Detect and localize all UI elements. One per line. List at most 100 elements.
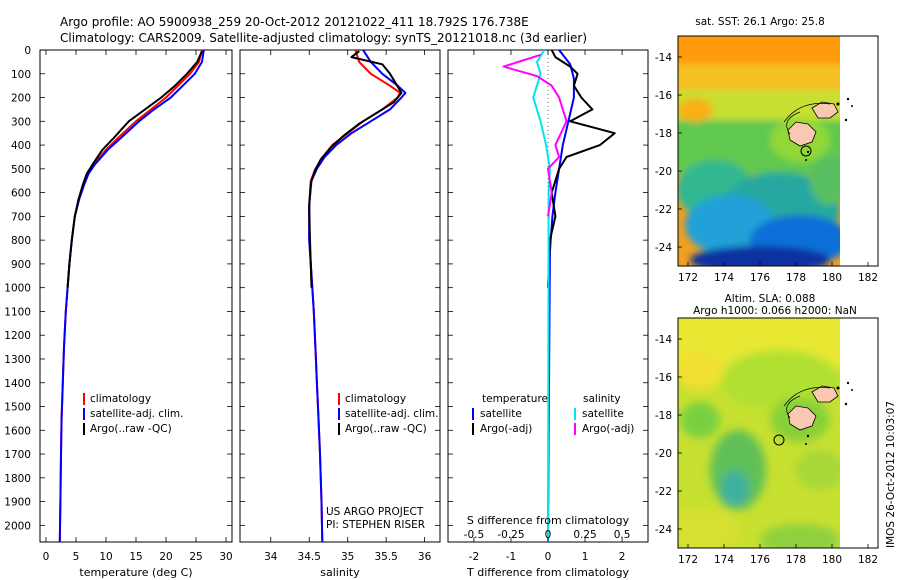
map-y-tick-label: -24	[655, 242, 672, 254]
credit-line-1: US ARGO PROJECT	[326, 506, 424, 518]
sst-map-title: sat. SST: 26.1 Argo: 25.8	[695, 16, 825, 28]
map-x-tick-label: 172	[678, 554, 698, 566]
s-tick-label: 0	[545, 529, 552, 541]
x-tick-label: -1	[506, 551, 516, 563]
legend-satellite: satellite-adj. clim.	[345, 408, 438, 420]
map-y-tick-label: -18	[655, 410, 672, 422]
s-tick-label: 0.5	[614, 529, 631, 541]
difference-legend: temperature salinity satellite Argo(-adj…	[472, 393, 634, 435]
x-tick-label: 0	[43, 551, 50, 563]
y-tick-label: 1800	[4, 473, 31, 485]
series-line-t-satellite	[547, 50, 575, 542]
fiji-islands	[783, 381, 853, 445]
series-line-s-satellite	[532, 50, 551, 542]
map-x-tick-label: 182	[858, 272, 878, 284]
s-tick-label: -0.5	[464, 529, 485, 541]
y-tick-label: 700	[11, 211, 31, 223]
legend-salinity-heading: salinity	[583, 393, 621, 405]
depth-axis: 0 100 200 300 400 500 600 700 800 900 1000 1100 1200…	[4, 45, 648, 532]
legend-argo: Argo(..raw -QC)	[345, 423, 427, 435]
difference-top-label: S difference from climatology	[467, 514, 630, 527]
map-y-tick-label: -16	[655, 90, 672, 102]
fiji-islands	[783, 97, 853, 161]
map-x-tick-label: 176	[750, 554, 770, 566]
y-tick-label: 200	[11, 93, 31, 105]
map-y-tick-label: -22	[655, 486, 672, 498]
series-line-climatology	[58, 50, 203, 542]
map-x-tick-label: 174	[714, 554, 734, 566]
series-line-argo-raw-qc-	[66, 50, 203, 288]
legend-s-argo: Argo(-adj)	[582, 423, 634, 435]
temperature-legend: climatology satellite-adj. clim. Argo(..…	[83, 393, 183, 435]
map-x-tick-label: 180	[822, 272, 842, 284]
x-tick-label: 35.5	[374, 551, 397, 563]
y-tick-label: 1400	[4, 378, 31, 390]
imos-timestamp: IMOS 26-Oct-2012 10:03:07	[885, 401, 897, 548]
argo-position-marker	[773, 434, 785, 446]
x-tick-label: 15	[129, 551, 142, 563]
map-y-tick-label: -20	[655, 448, 672, 460]
series-line-s-argo-adj-	[502, 53, 568, 217]
temperature-xlabel: temperature (deg C)	[79, 566, 192, 579]
map-y-tick-label: -18	[655, 128, 672, 140]
y-tick-label: 500	[11, 164, 31, 176]
map-y-tick-label: -16	[655, 372, 672, 384]
sst-map-axes: 172 174 176 178 180 182 -14 -16 -18 -20 -22 -24	[655, 52, 878, 284]
map-y-tick-label: -14	[655, 334, 672, 346]
map-y-tick-label: -14	[655, 52, 672, 64]
y-tick-label: 800	[11, 235, 31, 247]
y-tick-label: 1500	[4, 402, 31, 414]
y-tick-label: 900	[11, 259, 31, 271]
y-tick-label: 2000	[4, 520, 31, 532]
y-tick-label: 1700	[4, 449, 31, 461]
title-line-2: Climatology: CARS2009. Satellite-adjuste…	[60, 31, 587, 45]
map-x-tick-label: 180	[822, 554, 842, 566]
map-x-tick-label: 176	[750, 272, 770, 284]
y-tick-label: 300	[11, 116, 31, 128]
y-tick-label: 1600	[4, 425, 31, 437]
y-tick-label: 600	[11, 188, 31, 200]
sla-map-axes: 172 174 176 178 180 182 -14 -16 -18 -20 -22 -24	[655, 334, 878, 566]
y-tick-label: 1000	[4, 283, 31, 295]
salinity-series	[308, 50, 407, 542]
map-x-tick-label: 178	[786, 272, 806, 284]
s-tick-label: 0.25	[573, 529, 596, 541]
legend-satellite: satellite-adj. clim.	[90, 408, 183, 420]
difference-series	[502, 50, 616, 542]
legend-climatology: climatology	[90, 393, 151, 405]
series-line-argo-raw-qc-	[308, 50, 403, 288]
x-tick-label: 5	[73, 551, 80, 563]
y-tick-label: 0	[24, 45, 31, 57]
y-tick-label: 1300	[4, 354, 31, 366]
x-tick-label: 34	[264, 551, 278, 563]
map-y-tick-label: -22	[655, 204, 672, 216]
x-tick-label: 10	[99, 551, 112, 563]
x-tick-label: -2	[469, 551, 479, 563]
x-tick-label: 34.5	[298, 551, 321, 563]
sla-map	[677, 317, 879, 549]
credit-line-2: PI: STEPHEN RISER	[326, 519, 425, 531]
legend-climatology: climatology	[345, 393, 406, 405]
legend-temperature-heading: temperature	[482, 393, 548, 405]
series-line-satellite-adj-clim-	[308, 50, 407, 542]
x-axes: 0 5 10 15 20 25 30 34 34.5 35 35.5 36 -2 -1 0 1 2 -0.5 -0.…	[43, 50, 631, 563]
map-x-tick-label: 174	[714, 272, 734, 284]
sst-map	[677, 35, 879, 267]
series-line-satellite-adj-clim-	[58, 50, 205, 542]
sla-map-title-2: Argo h1000: 0.066 h2000: NaN	[693, 305, 857, 317]
map-x-tick-label: 178	[786, 554, 806, 566]
map-x-tick-label: 172	[678, 272, 698, 284]
x-tick-label: 20	[159, 551, 172, 563]
x-tick-label: 1	[582, 551, 589, 563]
series-line-climatology	[308, 50, 401, 542]
sla-map-title-1: Altim. SLA: 0.088	[725, 293, 816, 305]
map-y-tick-label: -24	[655, 524, 672, 536]
x-tick-label: 36	[418, 551, 432, 563]
y-tick-label: 1200	[4, 330, 31, 342]
x-tick-label: 25	[189, 551, 202, 563]
x-tick-label: 0	[545, 551, 552, 563]
salinity-xlabel: salinity	[320, 566, 360, 579]
y-tick-label: 100	[11, 69, 31, 81]
series-line-t-argo-adj-	[547, 50, 616, 288]
